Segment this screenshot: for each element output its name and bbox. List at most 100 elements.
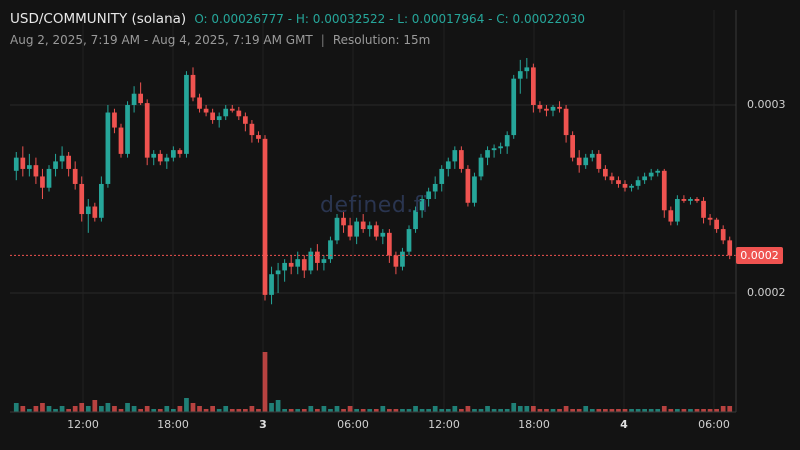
candle-body bbox=[426, 191, 431, 199]
candle-body bbox=[177, 150, 183, 154]
volume-bar bbox=[79, 403, 85, 412]
volume-bar bbox=[524, 406, 530, 412]
candle-body bbox=[622, 183, 628, 188]
candle-body bbox=[380, 232, 386, 237]
volume-bar bbox=[229, 409, 235, 412]
volume-bar bbox=[59, 406, 65, 412]
candle-body bbox=[707, 217, 713, 220]
volume-bar bbox=[701, 409, 706, 412]
volume-bar bbox=[681, 409, 687, 412]
watermark: defined.fi bbox=[320, 193, 429, 218]
volume-bar bbox=[380, 406, 386, 412]
candle-body bbox=[243, 116, 248, 124]
pair-title: USD/COMMUNITY (solana) bbox=[10, 11, 187, 27]
candle-body bbox=[491, 148, 497, 151]
x-tick-label: 12:00 bbox=[428, 418, 460, 431]
volume-bar bbox=[609, 409, 615, 412]
volume-bar bbox=[459, 409, 464, 412]
volume-bar bbox=[295, 409, 301, 412]
volume-bar bbox=[622, 409, 628, 412]
candle-body bbox=[85, 206, 91, 215]
candle-body bbox=[472, 176, 477, 203]
candle-body bbox=[347, 225, 353, 237]
volume-bar bbox=[589, 409, 595, 412]
volume-bar bbox=[112, 406, 117, 412]
volume-bar bbox=[151, 409, 157, 412]
x-tick-label: 06:00 bbox=[337, 418, 369, 431]
volume-bar bbox=[85, 406, 91, 412]
candle-body bbox=[648, 172, 654, 177]
candle-body bbox=[655, 170, 661, 173]
candle-body bbox=[157, 153, 163, 162]
volume-bar bbox=[432, 406, 438, 412]
candle-body bbox=[40, 176, 45, 188]
candle-body bbox=[341, 217, 346, 226]
volume-bar bbox=[648, 409, 654, 412]
volume-bar bbox=[642, 409, 647, 412]
candle-body bbox=[229, 108, 235, 111]
volume-bar bbox=[210, 406, 215, 412]
candle-body bbox=[184, 74, 189, 154]
candle-body bbox=[727, 240, 733, 256]
volume-bar bbox=[688, 409, 693, 412]
volume-bar bbox=[40, 403, 45, 412]
volume-bar bbox=[171, 409, 176, 412]
volume-layer bbox=[13, 352, 733, 412]
candle-body bbox=[295, 259, 301, 267]
candle-body bbox=[27, 165, 32, 169]
candle-body bbox=[144, 103, 150, 158]
candle-body bbox=[328, 240, 333, 260]
volume-bar bbox=[517, 406, 523, 412]
volume-bar bbox=[557, 409, 562, 412]
volume-bar bbox=[563, 406, 569, 412]
candle-body bbox=[675, 199, 680, 222]
candle-body bbox=[452, 150, 458, 162]
volume-bar bbox=[596, 409, 602, 412]
candle-body bbox=[642, 176, 647, 181]
volume-bar bbox=[720, 406, 726, 412]
candle-body bbox=[557, 106, 562, 109]
volume-bar bbox=[341, 409, 346, 412]
volume-bar bbox=[570, 409, 575, 412]
candle-body bbox=[92, 206, 98, 218]
volume-bar bbox=[288, 409, 294, 412]
volume-bar bbox=[269, 403, 274, 412]
volume-bar bbox=[216, 409, 222, 412]
candle-body bbox=[249, 123, 255, 136]
x-tick-label: 18:00 bbox=[157, 418, 189, 431]
volume-bar bbox=[131, 406, 137, 412]
volume-bar bbox=[27, 409, 32, 412]
candle-body bbox=[694, 199, 700, 201]
candle-body bbox=[99, 183, 104, 218]
volume-bar bbox=[46, 406, 52, 412]
volume-bar bbox=[426, 409, 431, 412]
candle-body bbox=[570, 135, 575, 158]
volume-bar bbox=[478, 409, 484, 412]
volume-bar bbox=[184, 398, 189, 412]
candle-body bbox=[550, 106, 556, 111]
resolution-label: Resolution: 15m bbox=[332, 33, 431, 47]
candle-body bbox=[714, 219, 719, 230]
candle-body bbox=[125, 105, 130, 154]
candle-body bbox=[609, 176, 615, 181]
volume-bar bbox=[655, 409, 661, 412]
volume-bar bbox=[66, 409, 71, 412]
candle-body bbox=[262, 138, 268, 295]
candle-body bbox=[445, 161, 451, 169]
volume-bar bbox=[714, 409, 719, 412]
volume-bar bbox=[603, 409, 608, 412]
candle-body bbox=[720, 229, 726, 241]
volume-bar bbox=[465, 406, 471, 412]
x-tick-label: 3 bbox=[259, 418, 267, 431]
volume-bar bbox=[675, 409, 680, 412]
candle-body bbox=[288, 262, 294, 267]
x-tick-label: 12:00 bbox=[67, 418, 99, 431]
candle-body bbox=[576, 157, 582, 166]
candle-body bbox=[269, 274, 274, 295]
volume-bar bbox=[393, 409, 399, 412]
volume-bar bbox=[321, 406, 327, 412]
candle-body bbox=[72, 168, 78, 184]
volume-bar bbox=[406, 409, 412, 412]
volume-bar bbox=[13, 403, 19, 412]
